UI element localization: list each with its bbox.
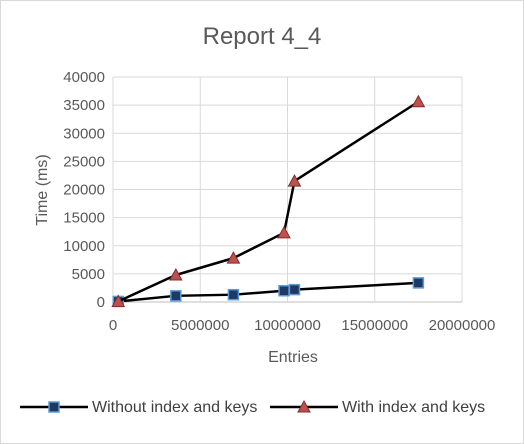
series-line: [118, 281, 419, 303]
triangle-marker-legend: [297, 399, 311, 413]
triangle-marker: [226, 251, 241, 264]
y-tick-label: 0: [97, 294, 105, 311]
series-layer: [111, 94, 426, 308]
y-tick-label: 10000: [63, 238, 105, 255]
y-tick-label: 40000: [63, 69, 105, 86]
square-marker: [278, 285, 290, 297]
y-tick-label: 35000: [63, 97, 105, 114]
x-tick-label: 5000000: [171, 317, 229, 334]
square-marker-legend: [48, 401, 60, 413]
square-marker: [170, 290, 182, 302]
y-tick-label: 30000: [63, 125, 105, 142]
legend-label: Without index and keys: [92, 399, 257, 416]
square-marker: [288, 283, 301, 296]
x-axis-label: Entries: [268, 349, 318, 366]
x-tick-label: 10000000: [254, 317, 321, 334]
series-2: [111, 94, 426, 307]
y-tick-label: 25000: [63, 153, 105, 170]
y-tick-label: 20000: [63, 182, 105, 199]
triangle-marker: [111, 294, 126, 307]
series-line: [117, 100, 420, 303]
chart-title: Report 4_4: [203, 23, 322, 50]
triangle-marker: [287, 174, 302, 187]
x-tick-label: 15000000: [341, 317, 408, 334]
y-axis-ticks: 0 5000 10000 15000 20000 25000 30000 35000 40000: [63, 69, 105, 311]
legend-item: Without index and keys: [20, 399, 257, 416]
triangle-marker: [168, 267, 183, 281]
legend-item: With index and keys: [270, 399, 485, 416]
x-tick-label: 20000000: [429, 317, 496, 334]
triangle-marker: [277, 225, 291, 239]
legend-label: With index and keys: [342, 399, 485, 416]
square-marker: [412, 277, 425, 289]
x-axis-ticks: 0 5000000 10000000 15000000 20000000: [109, 317, 496, 334]
square-marker: [227, 288, 240, 301]
y-axis-label: Time (ms): [34, 154, 51, 225]
legend: Without index and keys With index and key…: [20, 399, 485, 416]
x-tick-label: 0: [109, 317, 117, 334]
y-tick-label: 5000: [72, 266, 105, 283]
triangle-marker: [411, 94, 426, 108]
gridlines: [112, 76, 463, 303]
y-tick-label: 15000: [63, 210, 105, 227]
